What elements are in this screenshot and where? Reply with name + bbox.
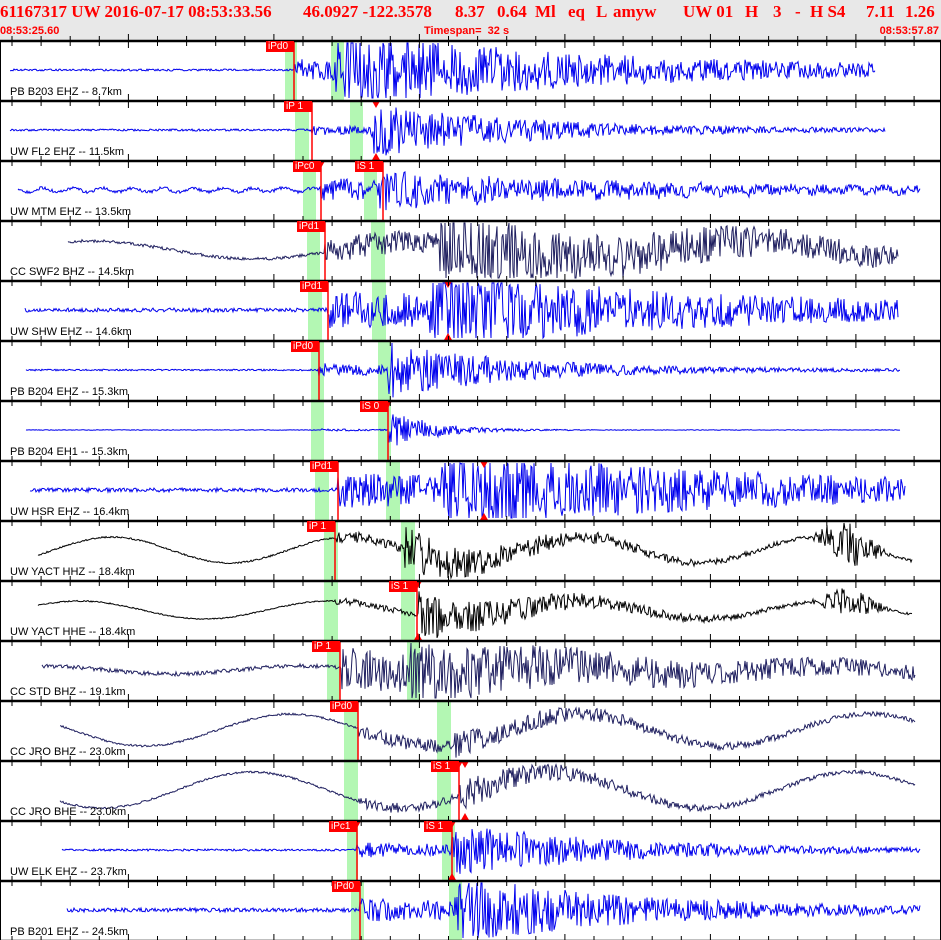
station-label: UW ELK EHZ -- 23.7km (10, 866, 127, 878)
event-lat-lon: 46.0927 -122.3578 (303, 2, 432, 21)
phase-window (347, 822, 358, 880)
pick-flag[interactable]: iPc0 (293, 161, 321, 172)
waveform-trace (37, 588, 913, 638)
pick-flag[interactable]: iS 1 (431, 761, 459, 772)
pick-flag[interactable]: iS 1 (424, 821, 452, 832)
phase-window (364, 162, 377, 220)
phase-window (307, 222, 320, 280)
phase-window (437, 702, 451, 760)
waveform-trace (66, 882, 921, 939)
waveform-trace (9, 42, 876, 99)
waveform-trace (37, 522, 913, 580)
phase-window (311, 342, 324, 400)
amplitude-marker-bottom-icon (448, 873, 456, 880)
waveform-trace (59, 706, 916, 758)
waveform-trace (25, 414, 901, 446)
waveform-trace (67, 222, 899, 280)
phase-window (344, 762, 358, 820)
amplitude-marker-bottom-icon (461, 813, 469, 820)
network-version: UW 01 (683, 2, 734, 21)
flag-3: - (795, 2, 801, 21)
waveform-trace (24, 281, 899, 340)
phase-window (303, 162, 316, 220)
event-id: 61167317 UW 2016-07-17 08:53:33.56 (0, 2, 272, 21)
phase-window (371, 222, 385, 280)
pick-flag[interactable]: iPd1 (310, 461, 338, 472)
amplitude-marker-bottom-icon (414, 633, 422, 640)
phase-window (295, 102, 309, 160)
pick-flag[interactable]: iS 1 (355, 161, 383, 172)
amplitude-marker-top-icon (372, 101, 380, 108)
station-label: PB B201 EHZ -- 24.5km (10, 926, 128, 938)
analyst: amyw (613, 2, 657, 21)
pick-flag[interactable]: iPd0 (330, 701, 358, 712)
pick-flag[interactable]: iPd1 (297, 221, 325, 232)
station-label: UW MTM EHZ -- 13.5km (10, 206, 131, 218)
amplitude-marker-bottom-icon (480, 513, 488, 520)
station-label: CC SWF2 BHZ -- 14.5km (10, 266, 135, 278)
event-type: eq (568, 2, 585, 21)
pick-flag[interactable]: iS 0 (360, 401, 388, 412)
waveform-trace (61, 828, 921, 874)
pick-flag[interactable]: iP 1 (284, 101, 312, 112)
pick-flag[interactable]: iS 1 (389, 581, 417, 592)
location-type: L (596, 2, 608, 21)
amplitude-marker-top-icon (480, 461, 488, 468)
phase-window (386, 462, 400, 520)
flag-2: 3 (773, 2, 782, 21)
amplitude-marker-bottom-icon (372, 153, 380, 160)
station-label: UW YACT HHE -- 18.4km (10, 626, 136, 638)
event-depth: 8.37 (455, 2, 485, 21)
waveform-trace (25, 342, 901, 398)
station-label: UW SHW EHZ -- 14.6km (10, 326, 132, 338)
phase-window (324, 582, 338, 640)
waveform-trace (59, 763, 916, 813)
station-label: UW HSR EHZ -- 16.4km (10, 506, 130, 518)
flag-1: H (745, 2, 759, 21)
value-2: 1.26 (905, 2, 935, 21)
start-time: 08:53:25.60 (0, 25, 60, 37)
value-1: 7.11 (866, 2, 895, 21)
pick-flag[interactable]: iP 1 (307, 521, 335, 532)
pick-flag[interactable]: iPd0 (266, 41, 294, 52)
waveform-trace (9, 107, 886, 156)
station-label: CC STD BHZ -- 19.1km (10, 686, 126, 698)
event-header: 61167317 UW 2016-07-17 08:53:33.56 46.09… (0, 0, 941, 40)
pick-flag[interactable]: iPd1 (300, 281, 328, 292)
station-label: PB B203 EHZ -- 8.7km (10, 86, 122, 98)
station-label: PB B204 EH1 -- 15.3km (10, 446, 128, 458)
station-label: PB B204 EHZ -- 15.3km (10, 386, 128, 398)
pick-flag[interactable]: iPd0 (291, 341, 319, 352)
event-magnitude: 0.64 (497, 2, 527, 21)
pick-flag[interactable]: iPd0 (332, 881, 360, 892)
phase-window (437, 762, 451, 820)
phase-window (308, 282, 322, 340)
waveform-trace (17, 171, 921, 211)
phase-window (327, 642, 340, 700)
timespan: Timespan= 32 s (424, 25, 510, 37)
station-label: CC JRO BHZ -- 23.0km (10, 746, 126, 758)
pick-flag[interactable]: iPc1 (329, 821, 357, 832)
amplitude-marker-top-icon (461, 761, 469, 768)
waveform-trace (29, 461, 906, 519)
phase-window (401, 582, 415, 640)
phase-window (344, 702, 358, 760)
pick-flag[interactable]: iP 1 (312, 641, 340, 652)
phase-window (311, 402, 324, 460)
station-label: UW FL2 EHZ -- 11.5km (10, 146, 125, 158)
station-label: CC JRO BHE -- 23.0km (10, 806, 127, 818)
end-time: 08:53:57.87 (879, 25, 939, 37)
event-mag-type: Ml (535, 2, 556, 21)
flag-4: H S4 (810, 2, 846, 21)
waveform-trace (41, 642, 916, 699)
station-label: UW YACT HHZ -- 18.4km (10, 566, 135, 578)
